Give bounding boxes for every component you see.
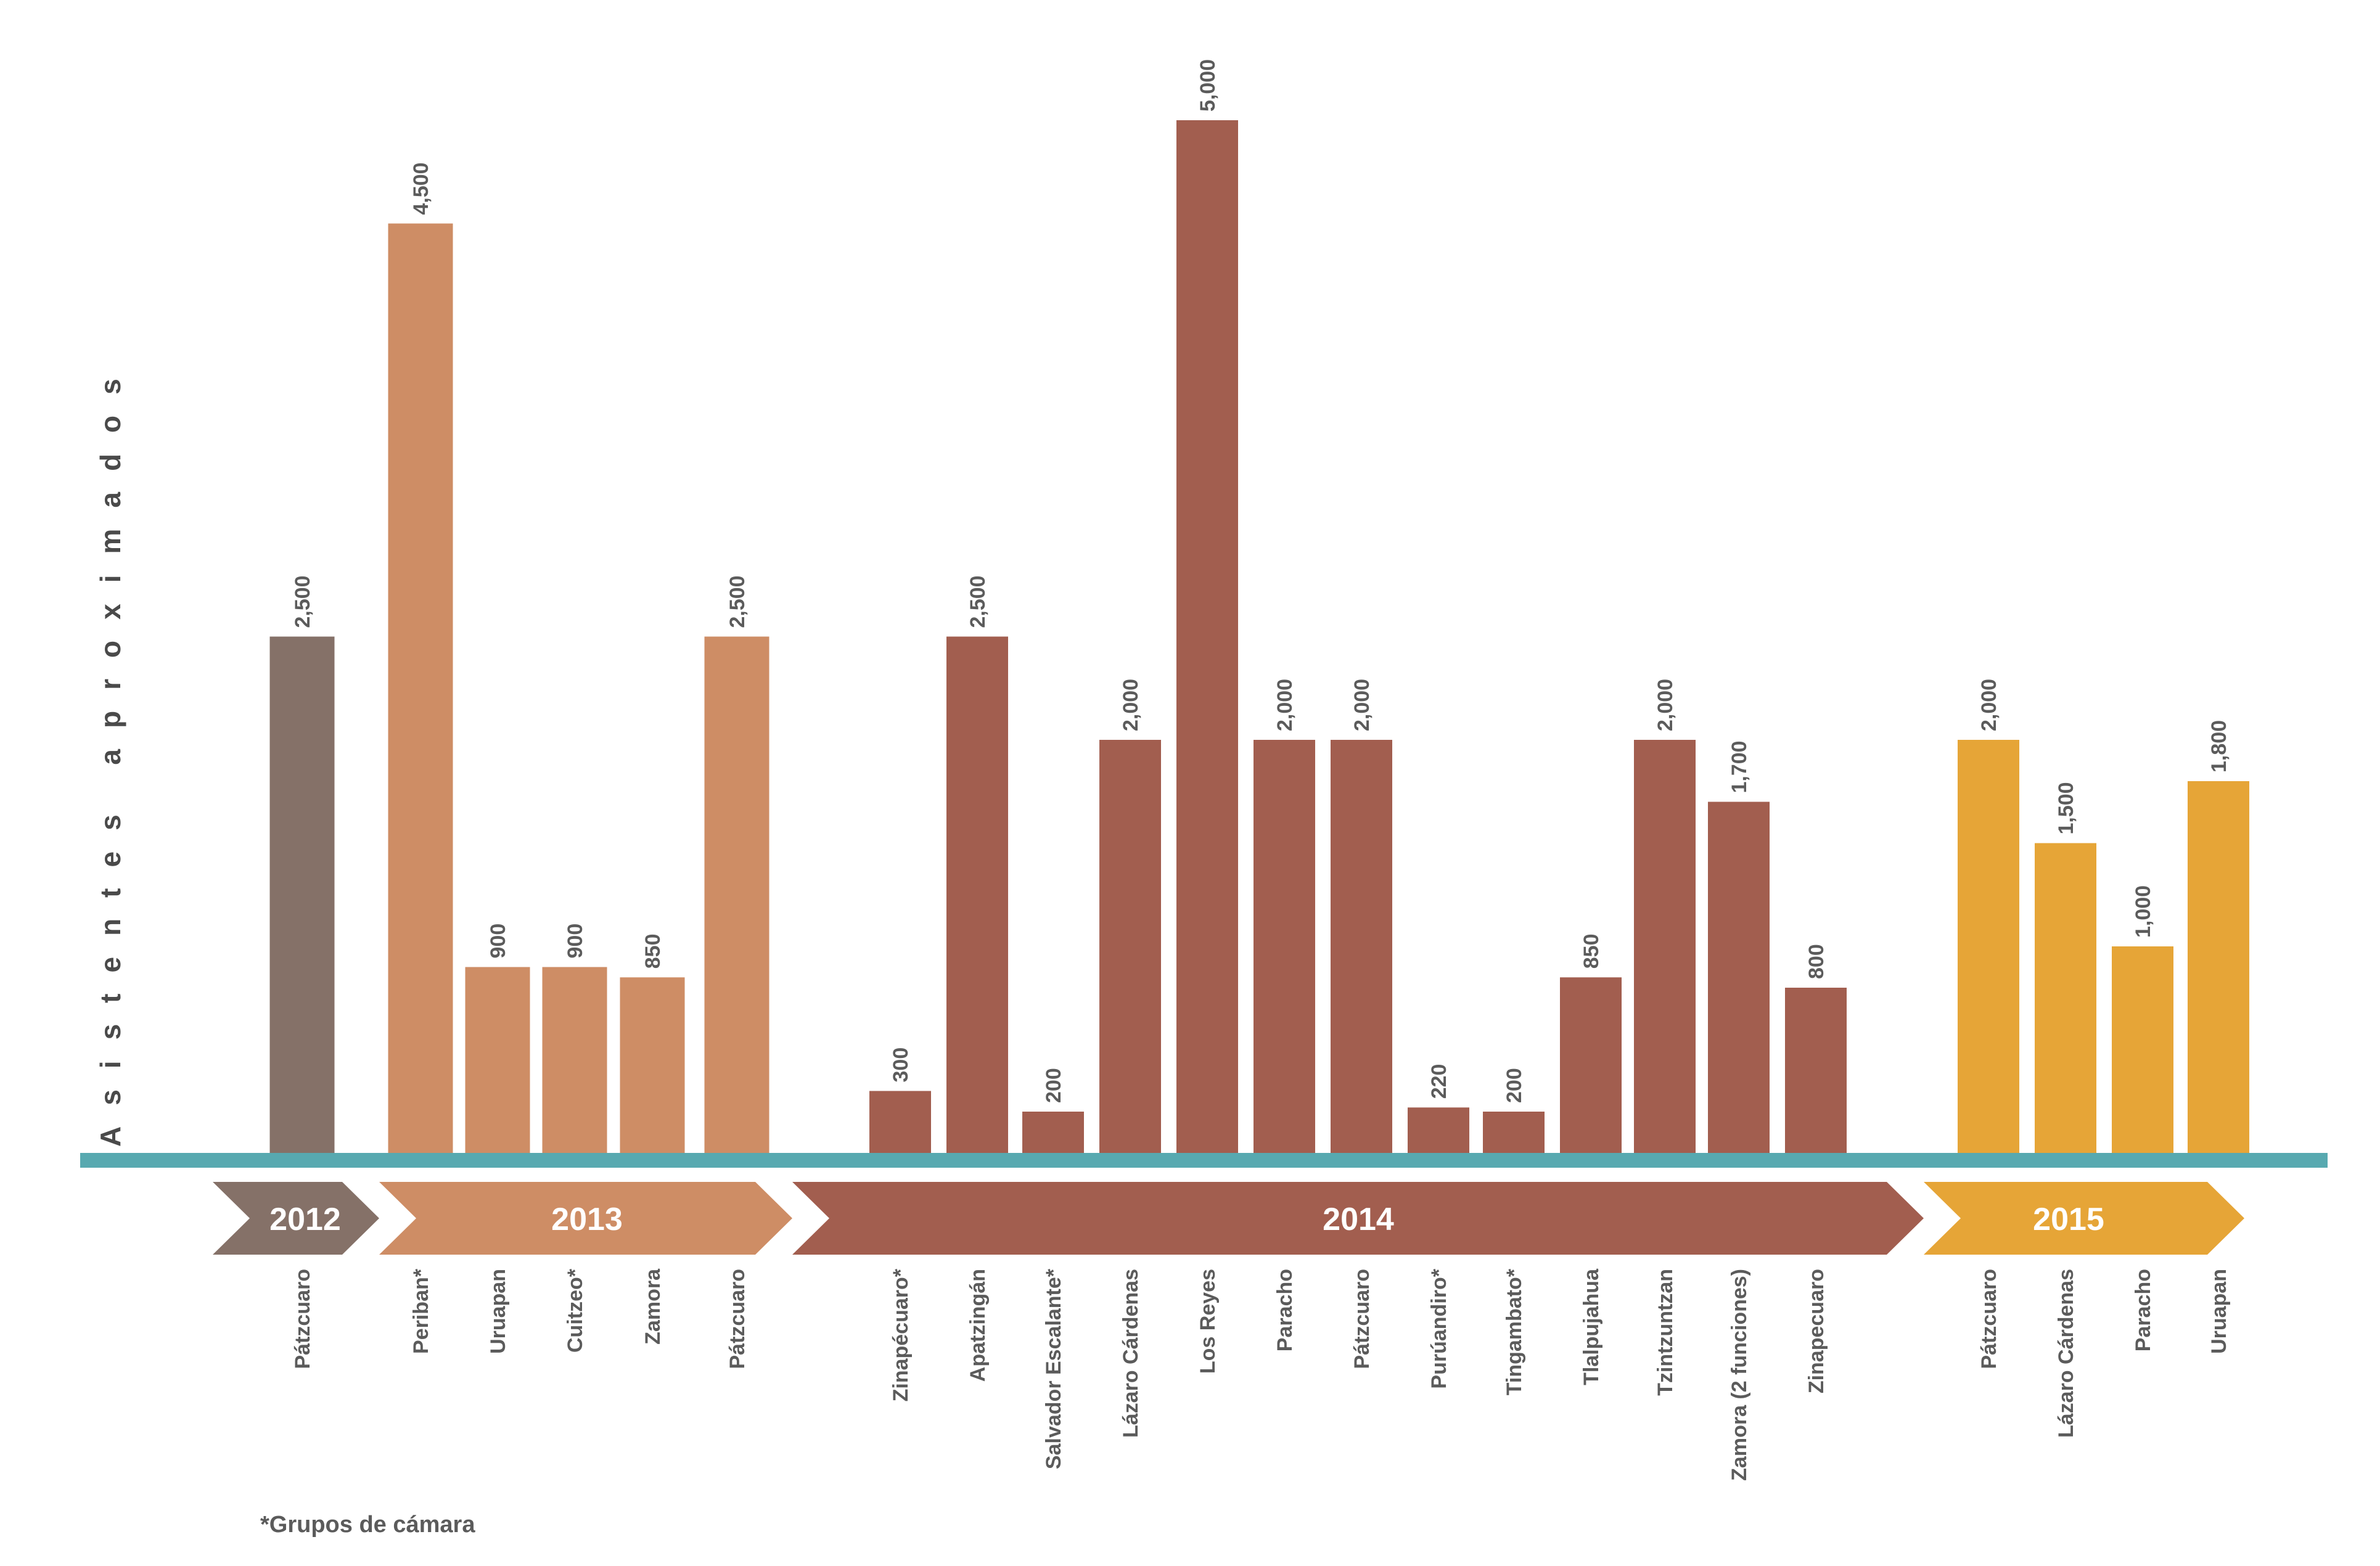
value-label: 1,800 (2207, 720, 2231, 773)
year-arrow-2012 (213, 1182, 379, 1255)
value-label: 2,500 (966, 575, 990, 628)
category-label: Pátzcuaro (291, 1269, 314, 1369)
category-label: Los Reyes (1196, 1269, 1220, 1374)
bars-layer: 2,500 4,500 900 900 850 2,500 300 2,500 200 2,000… (269, 59, 2249, 1153)
bar-2014-13 (1785, 988, 1847, 1153)
category-label: Cuitzeo* (564, 1268, 587, 1353)
year-arrow-2014 (792, 1182, 1924, 1255)
value-label: 850 (1580, 934, 1603, 969)
category-label: Lázaro Cárdenas (1119, 1269, 1143, 1438)
category-label: Zinapecuaro (1805, 1269, 1828, 1393)
value-label: 2,000 (1119, 679, 1143, 731)
category-label: Paracho (1273, 1269, 1297, 1351)
bar-2014-10 (1560, 977, 1622, 1153)
category-label: Zinapécuaro* (889, 1268, 913, 1401)
bar-2013-2 (465, 967, 530, 1153)
category-label: Tingambato* (1503, 1268, 1526, 1395)
category-label: Tzintzuntzan (1654, 1269, 1677, 1396)
bar-2014-12 (1708, 801, 1770, 1153)
bar-2015-1 (1958, 740, 2019, 1153)
bar-2015-2 (2035, 843, 2096, 1153)
category-label: Apatzingán (966, 1269, 990, 1382)
bar-2013-3 (542, 967, 607, 1153)
category-label: Pátzcuaro (1977, 1269, 2001, 1369)
year-label: 2013 (551, 1202, 623, 1237)
value-label: 900 (486, 924, 510, 959)
value-label: 2,000 (1977, 679, 2001, 731)
year-label: 2015 (2033, 1202, 2104, 1237)
category-label: Zamora (2 funciones) (1728, 1269, 1751, 1481)
value-label: 2,500 (726, 575, 749, 628)
value-label: 850 (641, 934, 665, 969)
category-label: Pátzcuaro (726, 1269, 749, 1369)
bar-2014-5 (1176, 120, 1238, 1153)
bar-2014-4 (1099, 740, 1161, 1153)
bar-2014-6 (1254, 740, 1315, 1153)
bar-2014-8 (1408, 1107, 1469, 1153)
bar-2014-2 (946, 636, 1008, 1153)
bar-2013-1 (388, 223, 453, 1153)
value-label: 300 (889, 1047, 913, 1083)
category-labels: Pátzcuaro Periban* Uruapan Cuitzeo* Zamora Pá… (291, 1268, 2231, 1481)
value-label: 1,700 (1728, 740, 1751, 793)
value-label: 1,500 (2054, 782, 2078, 834)
bar-2014-7 (1331, 740, 1392, 1153)
value-label: 1,000 (2132, 885, 2155, 938)
value-label: 2,000 (1350, 679, 1374, 731)
bar-2012-1 (269, 636, 335, 1153)
y-axis-label: Asistentes aproximados (94, 358, 126, 1147)
value-label: 900 (564, 924, 587, 959)
category-label: Paracho (2132, 1269, 2155, 1351)
value-label: 200 (1042, 1068, 1065, 1103)
value-label: 4,500 (409, 162, 433, 215)
x-axis-line (80, 1153, 2328, 1168)
year-arrows: 2012 2013 2014 2015 (213, 1182, 2244, 1255)
category-label: Tlalpujahua (1580, 1268, 1603, 1385)
value-label: 220 (1427, 1064, 1451, 1099)
bar-2014-1 (869, 1091, 931, 1153)
category-label: Uruapan (2207, 1269, 2231, 1354)
value-label: 800 (1805, 944, 1828, 979)
footnote: *Grupos de cámara (260, 1512, 475, 1538)
value-label: 200 (1503, 1068, 1526, 1103)
bar-2015-4 (2188, 781, 2249, 1153)
value-label: 2,500 (291, 575, 314, 628)
category-label: Purúandiro* (1427, 1268, 1451, 1388)
category-label: Salvador Escalante* (1042, 1268, 1065, 1469)
year-label: 2012 (269, 1202, 341, 1237)
bar-2013-5 (704, 636, 769, 1153)
bar-2014-3 (1022, 1112, 1084, 1153)
value-label: 2,000 (1654, 679, 1677, 731)
bar-2013-4 (620, 977, 685, 1153)
category-label: Periban* (409, 1268, 433, 1354)
category-label: Lázaro Cárdenas (2054, 1269, 2078, 1438)
category-label: Uruapan (486, 1269, 510, 1354)
year-arrow-2013 (379, 1182, 792, 1255)
bar-2015-3 (2112, 946, 2173, 1153)
value-label: 5,000 (1196, 59, 1220, 112)
year-arrow-2015 (1924, 1182, 2244, 1255)
bar-2014-11 (1634, 740, 1696, 1153)
bar-2014-9 (1483, 1112, 1545, 1153)
year-label: 2014 (1323, 1202, 1394, 1237)
category-label: Zamora (641, 1268, 665, 1345)
value-label: 2,000 (1273, 679, 1297, 731)
category-label: Pátzcuaro (1350, 1269, 1374, 1369)
